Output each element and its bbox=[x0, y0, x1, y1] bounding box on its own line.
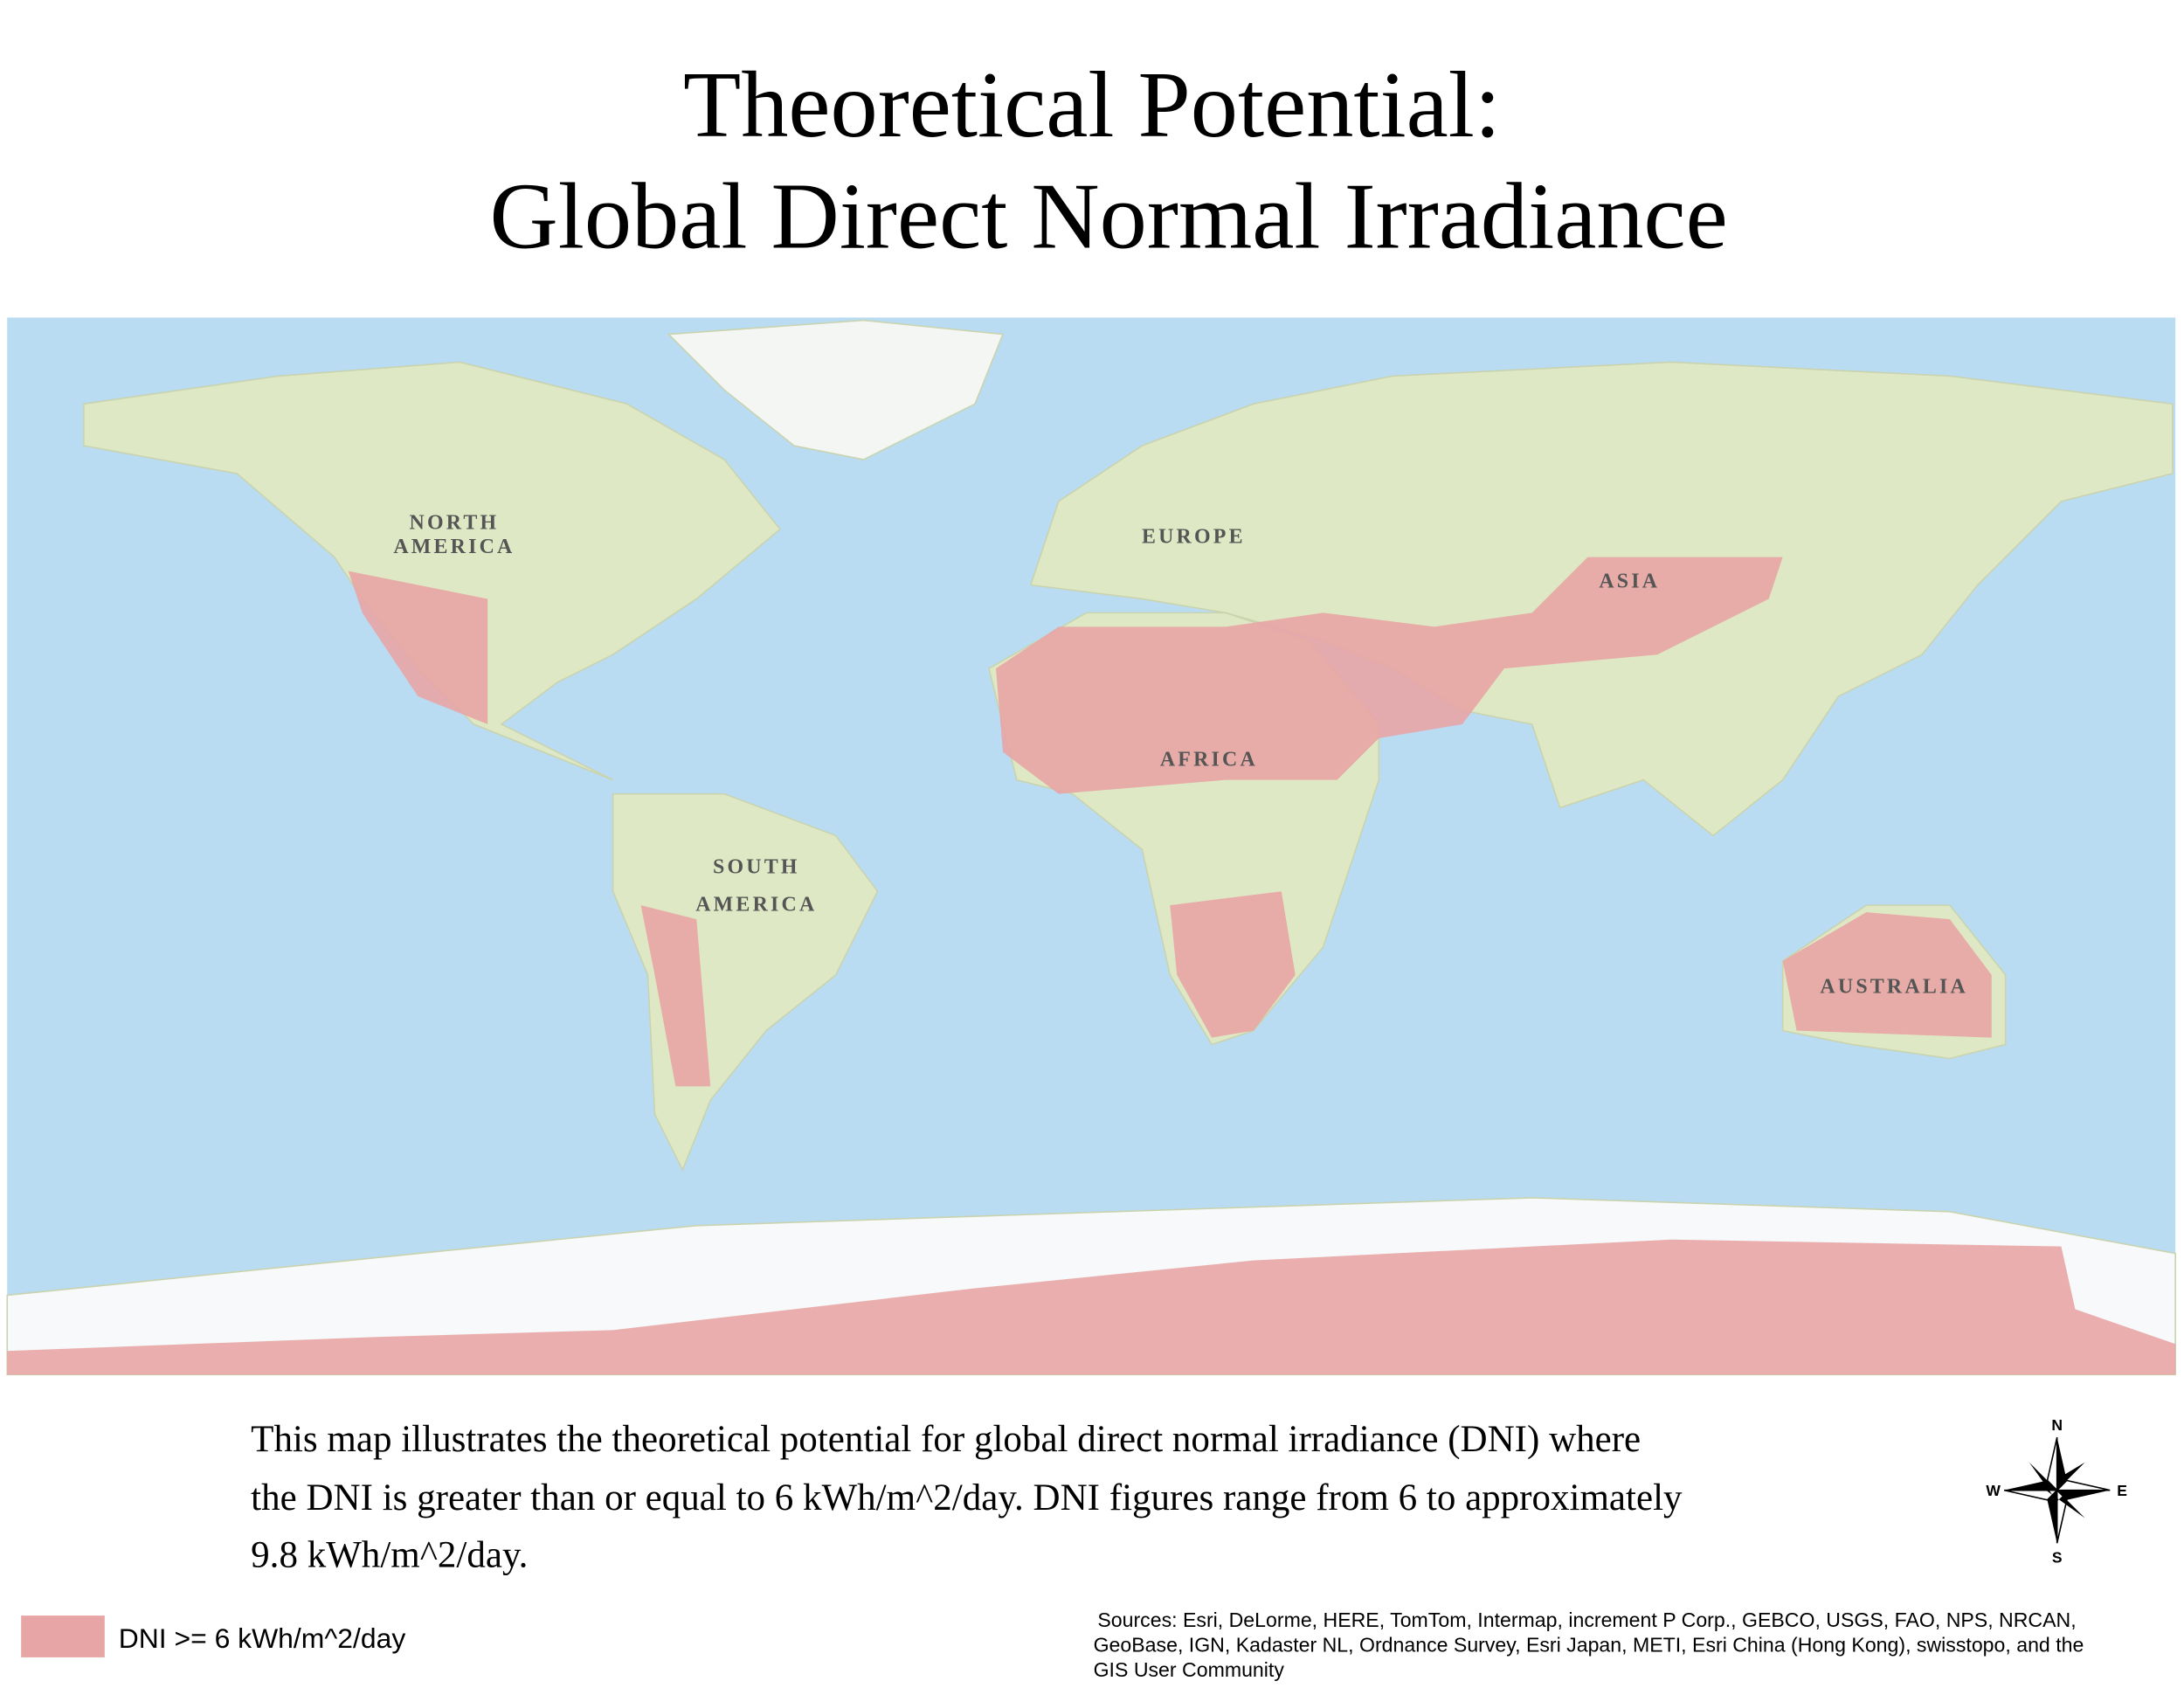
dni-area bbox=[640, 905, 711, 1087]
map: NORTH AMERICA EUROPE ASIA AFRICA SOUTH A… bbox=[6, 317, 2176, 1376]
sources-line: GIS User Community bbox=[1094, 1658, 1285, 1681]
land-north-america bbox=[83, 361, 782, 781]
compass: N E S W bbox=[1986, 1416, 2127, 1566]
legend-swatch bbox=[21, 1615, 105, 1657]
land-greenland bbox=[667, 319, 1005, 460]
dni-area bbox=[7, 1239, 2176, 1375]
compass-s: S bbox=[2052, 1549, 2063, 1567]
map-label: EUROPE bbox=[1142, 526, 1246, 549]
dni-area bbox=[348, 571, 488, 724]
description-line: 9.8 kWh/m^2/day. bbox=[251, 1534, 528, 1575]
map-label: AMERICA bbox=[695, 894, 817, 917]
map-label: AUSTRALIA bbox=[1820, 976, 1968, 999]
legend-label: DNI >= 6 kWh/m^2/day bbox=[119, 1622, 406, 1654]
map-label: AFRICA bbox=[1160, 749, 1258, 771]
dni-area bbox=[1782, 912, 1992, 1038]
compass-n: N bbox=[2051, 1416, 2063, 1434]
title-line-1: Theoretical Potential: bbox=[683, 52, 1501, 157]
map-label: AMERICA bbox=[393, 536, 515, 558]
compass-w: W bbox=[1986, 1482, 2001, 1499]
map-label: NORTH bbox=[410, 512, 500, 535]
description-line: the DNI is greater than or equal to 6 kW… bbox=[251, 1477, 1683, 1519]
title-line-2: Global Direct Normal Irradiance bbox=[490, 164, 1728, 269]
dni-area bbox=[996, 557, 1783, 794]
map-label: SOUTH bbox=[713, 855, 800, 878]
sources-line: Sources: Esri, DeLorme, HERE, TomTom, In… bbox=[1097, 1608, 2076, 1631]
compass-e: E bbox=[2117, 1482, 2127, 1499]
description-line: This map illustrates the theoretical pot… bbox=[251, 1419, 1641, 1460]
dni-area bbox=[1170, 891, 1296, 1038]
map-label: ASIA bbox=[1599, 571, 1660, 593]
sources-line: GeoBase, IGN, Kadaster NL, Ordnance Surv… bbox=[1094, 1634, 2084, 1657]
